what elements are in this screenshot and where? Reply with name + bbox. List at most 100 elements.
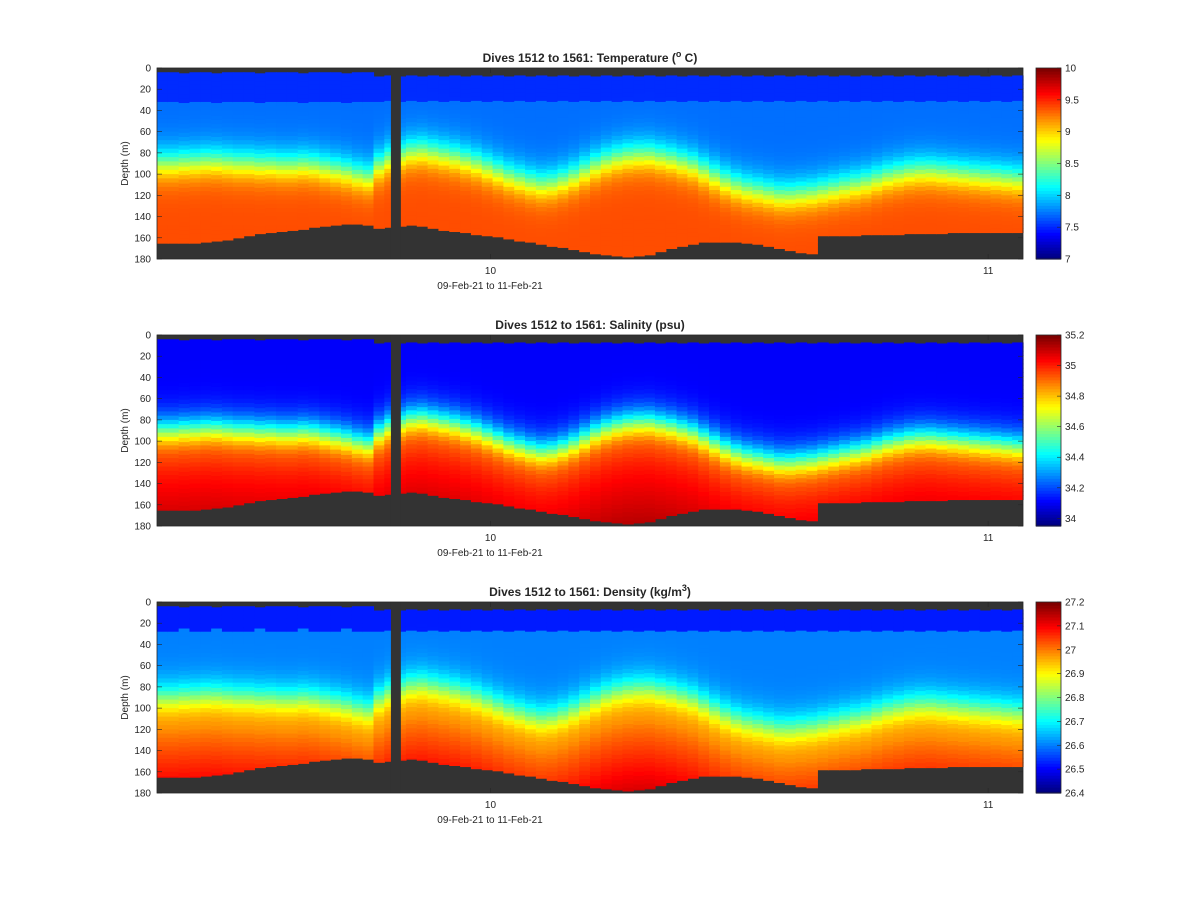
temperature-cell <box>265 191 276 196</box>
temperature-cell <box>536 165 547 170</box>
salinity-cell <box>536 359 547 364</box>
temperature-cell <box>936 98 947 103</box>
salinity-cell <box>601 393 612 398</box>
temperature-cell <box>980 208 991 213</box>
temperature-cell <box>839 152 850 157</box>
temperature-cell <box>276 212 287 217</box>
salinity-cell <box>547 462 558 467</box>
salinity-cell <box>168 373 179 378</box>
temperature-cell <box>861 220 872 225</box>
temperature-cell <box>980 166 991 171</box>
salinity-cell <box>319 352 330 357</box>
temperature-cell <box>709 131 720 136</box>
temperature-cell <box>742 153 753 158</box>
temperature-cell <box>991 220 1002 225</box>
temperature-cell <box>871 144 882 149</box>
temperature-cell <box>958 136 969 141</box>
temperature-cell <box>839 211 850 216</box>
salinity-cell <box>406 449 417 454</box>
temperature-cell <box>417 127 428 132</box>
temperature-cell <box>601 80 612 85</box>
salinity-cell <box>287 411 298 416</box>
temperature-cell <box>514 75 525 80</box>
temperature-cell <box>882 232 893 235</box>
salinity-cell <box>330 475 341 480</box>
temperature-cell <box>666 228 677 233</box>
salinity-cell <box>633 445 644 450</box>
salinity-cell <box>330 373 341 378</box>
temperature-cell <box>374 136 385 141</box>
temperature-cell <box>871 195 882 200</box>
temperature-cell <box>687 139 698 144</box>
temperature-cell <box>655 229 666 234</box>
salinity-cell <box>157 403 168 408</box>
temperature-cell <box>298 222 309 227</box>
salinity-cell <box>438 369 449 374</box>
temperature-cell <box>157 157 168 162</box>
temperature-cell <box>298 120 309 125</box>
salinity-cell <box>601 432 612 437</box>
salinity-cell <box>157 360 168 365</box>
temperature-cell <box>287 119 298 124</box>
salinity-cell <box>200 403 211 408</box>
temperature-cell <box>363 127 374 132</box>
salinity-cell <box>460 411 471 416</box>
salinity-cell <box>179 345 190 350</box>
salinity-cell <box>330 484 341 489</box>
temperature-cell <box>525 221 536 226</box>
salinity-cell <box>428 376 439 381</box>
salinity-cell <box>503 411 514 416</box>
temperature-cell <box>882 194 893 199</box>
temperature-cell <box>536 88 547 93</box>
salinity-cell <box>168 501 179 506</box>
temperature-cell <box>179 103 190 108</box>
salinity-cell <box>601 364 612 369</box>
temperature-cell <box>189 191 200 196</box>
temperature-cell <box>828 98 839 103</box>
temperature-cell <box>698 157 709 162</box>
temperature-cell <box>233 157 244 162</box>
salinity-cell <box>622 427 633 432</box>
temperature-cell <box>947 215 958 220</box>
salinity-cell <box>309 352 320 357</box>
temperature-cell <box>882 109 893 114</box>
salinity-cell <box>157 386 168 391</box>
salinity-cell <box>157 390 168 395</box>
temperature-cell <box>763 238 774 243</box>
temperature-cell <box>882 118 893 123</box>
salinity-cell <box>503 390 514 395</box>
temperature-cell <box>233 110 244 115</box>
salinity-cell <box>276 339 287 344</box>
temperature-cell <box>720 191 731 196</box>
temperature-cell <box>189 221 200 226</box>
salinity-cell <box>265 454 276 459</box>
temperature-cell <box>590 191 601 196</box>
temperature-cell <box>276 221 287 226</box>
temperature-cell <box>839 215 850 220</box>
temperature-cell <box>839 92 850 97</box>
temperature-cell <box>936 204 947 209</box>
temperature-cell <box>731 101 742 106</box>
temperature-cell <box>1001 89 1012 94</box>
salinity-cell <box>265 437 276 442</box>
temperature-cell <box>460 110 471 115</box>
temperature-cell <box>287 195 298 200</box>
temperature-cell <box>168 102 179 107</box>
salinity-cell <box>233 462 244 467</box>
temperature-cell <box>168 81 179 86</box>
temperature-cell <box>936 191 947 196</box>
salinity-cell <box>460 356 471 361</box>
salinity-cell <box>298 353 309 358</box>
temperature-cell <box>612 195 623 200</box>
temperature-cell <box>211 230 222 235</box>
salinity-cell <box>319 403 330 408</box>
salinity-cell <box>244 501 255 504</box>
temperature-cell <box>438 98 449 103</box>
temperature-cell <box>731 203 742 208</box>
salinity-cell <box>644 406 655 411</box>
salinity-cell <box>189 437 200 442</box>
salinity-cell <box>189 377 200 382</box>
temperature-cell <box>980 204 991 209</box>
temperature-cell <box>644 173 655 178</box>
temperature-cell <box>796 118 807 123</box>
